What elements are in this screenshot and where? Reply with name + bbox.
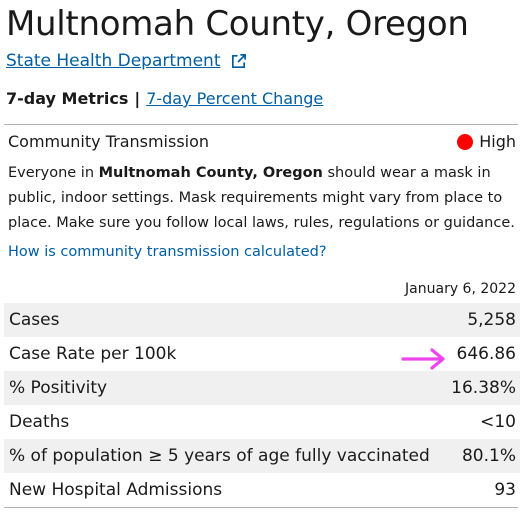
row-label: New Hospital Admissions [9,480,223,500]
metrics-separator: | [134,89,141,108]
data-date: January 6, 2022 [405,281,516,297]
state-health-department-label: State Health Department [6,51,221,71]
divider [4,124,518,125]
arrow-right-icon [401,348,445,370]
mask-guidance-text: Everyone in Multnomah County, Oregon sho… [8,161,520,236]
transmission-level-text: High [479,132,516,151]
row-value: 16.38% [451,378,516,398]
guidance-suffix: should wear a mask in public, indoor set… [8,165,515,231]
row-label: Deaths [9,412,70,432]
metrics-current-label: 7-day Metrics [6,89,129,108]
row-label: Case Rate per 100k [9,344,177,364]
table-row: Deaths <10 [4,405,520,439]
transmission-level: High [457,132,516,151]
external-link-icon [231,53,246,68]
how-calculated-link[interactable]: How is community transmission calculated… [8,244,327,260]
table-row: New Hospital Admissions 93 [4,473,520,507]
guidance-prefix: Everyone in [8,165,99,181]
table-row: Cases 5,258 [4,303,520,337]
row-value: <10 [480,412,516,432]
metrics-toggle: 7-day Metrics | 7-day Percent Change [6,89,323,108]
table-row: % of population ≥ 5 years of age fully v… [4,439,520,473]
metrics-table: Cases 5,258 Case Rate per 100k 646.86 % … [4,303,520,507]
percent-change-link[interactable]: 7-day Percent Change [146,89,324,108]
page-title: Multnomah County, Oregon [6,4,469,44]
row-value: 93 [494,480,516,500]
row-value: 646.86 [456,344,516,364]
state-health-department-link[interactable]: State Health Department [6,51,247,71]
table-row: Case Rate per 100k 646.86 [4,337,520,371]
status-dot-icon [457,133,474,150]
community-transmission-label: Community Transmission [8,132,210,151]
row-value: 80.1% [461,446,516,466]
row-label: % of population ≥ 5 years of age fully v… [9,446,430,466]
guidance-county: Multnomah County, Oregon [98,165,323,181]
row-label: % Positivity [9,378,108,398]
table-row: % Positivity 16.38% [4,371,520,405]
row-value: 5,258 [467,310,516,330]
table-bottom-divider [4,507,518,508]
row-label: Cases [9,310,60,330]
